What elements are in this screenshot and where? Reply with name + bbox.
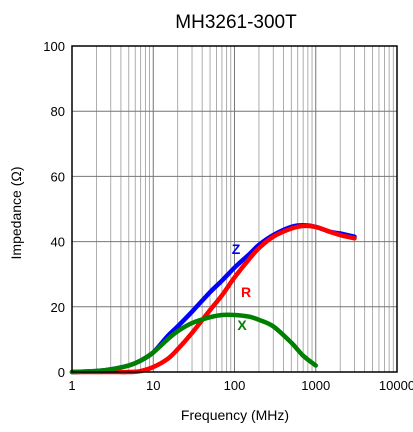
plot-frame (71, 45, 398, 373)
y-tick-labels: 0 20 40 60 80 100 (43, 39, 65, 380)
y-tick-label: 80 (51, 104, 65, 119)
x-tick-label: 100 (224, 378, 246, 393)
x-tick-label: 10 (146, 378, 160, 393)
chart-title: MH3261-300T (175, 12, 297, 33)
x-tick-label: 1 (68, 378, 75, 393)
series-label-r: R (241, 284, 251, 300)
x-axis-label: Frequency (MHz) (181, 407, 289, 423)
x-tick-labels: 1 10 100 1000 10000 (68, 378, 413, 393)
x-tick-label: 1000 (301, 378, 330, 393)
series-line-r (69, 223, 357, 375)
y-tick-label: 20 (51, 300, 65, 315)
x-tick-label: 10000 (379, 378, 413, 393)
y-tick-label: 0 (58, 365, 65, 380)
series-label-x: X (237, 317, 247, 333)
series-layer (69, 223, 357, 375)
y-axis-label: Impedance (Ω) (8, 167, 24, 260)
grid (72, 46, 397, 372)
series-labels: Z R X (232, 241, 251, 333)
y-tick-label: 60 (51, 169, 65, 184)
y-tick-label: 100 (43, 39, 65, 54)
series-line-x (69, 312, 318, 375)
y-tick-label: 40 (51, 235, 65, 250)
series-label-z: Z (232, 241, 241, 257)
